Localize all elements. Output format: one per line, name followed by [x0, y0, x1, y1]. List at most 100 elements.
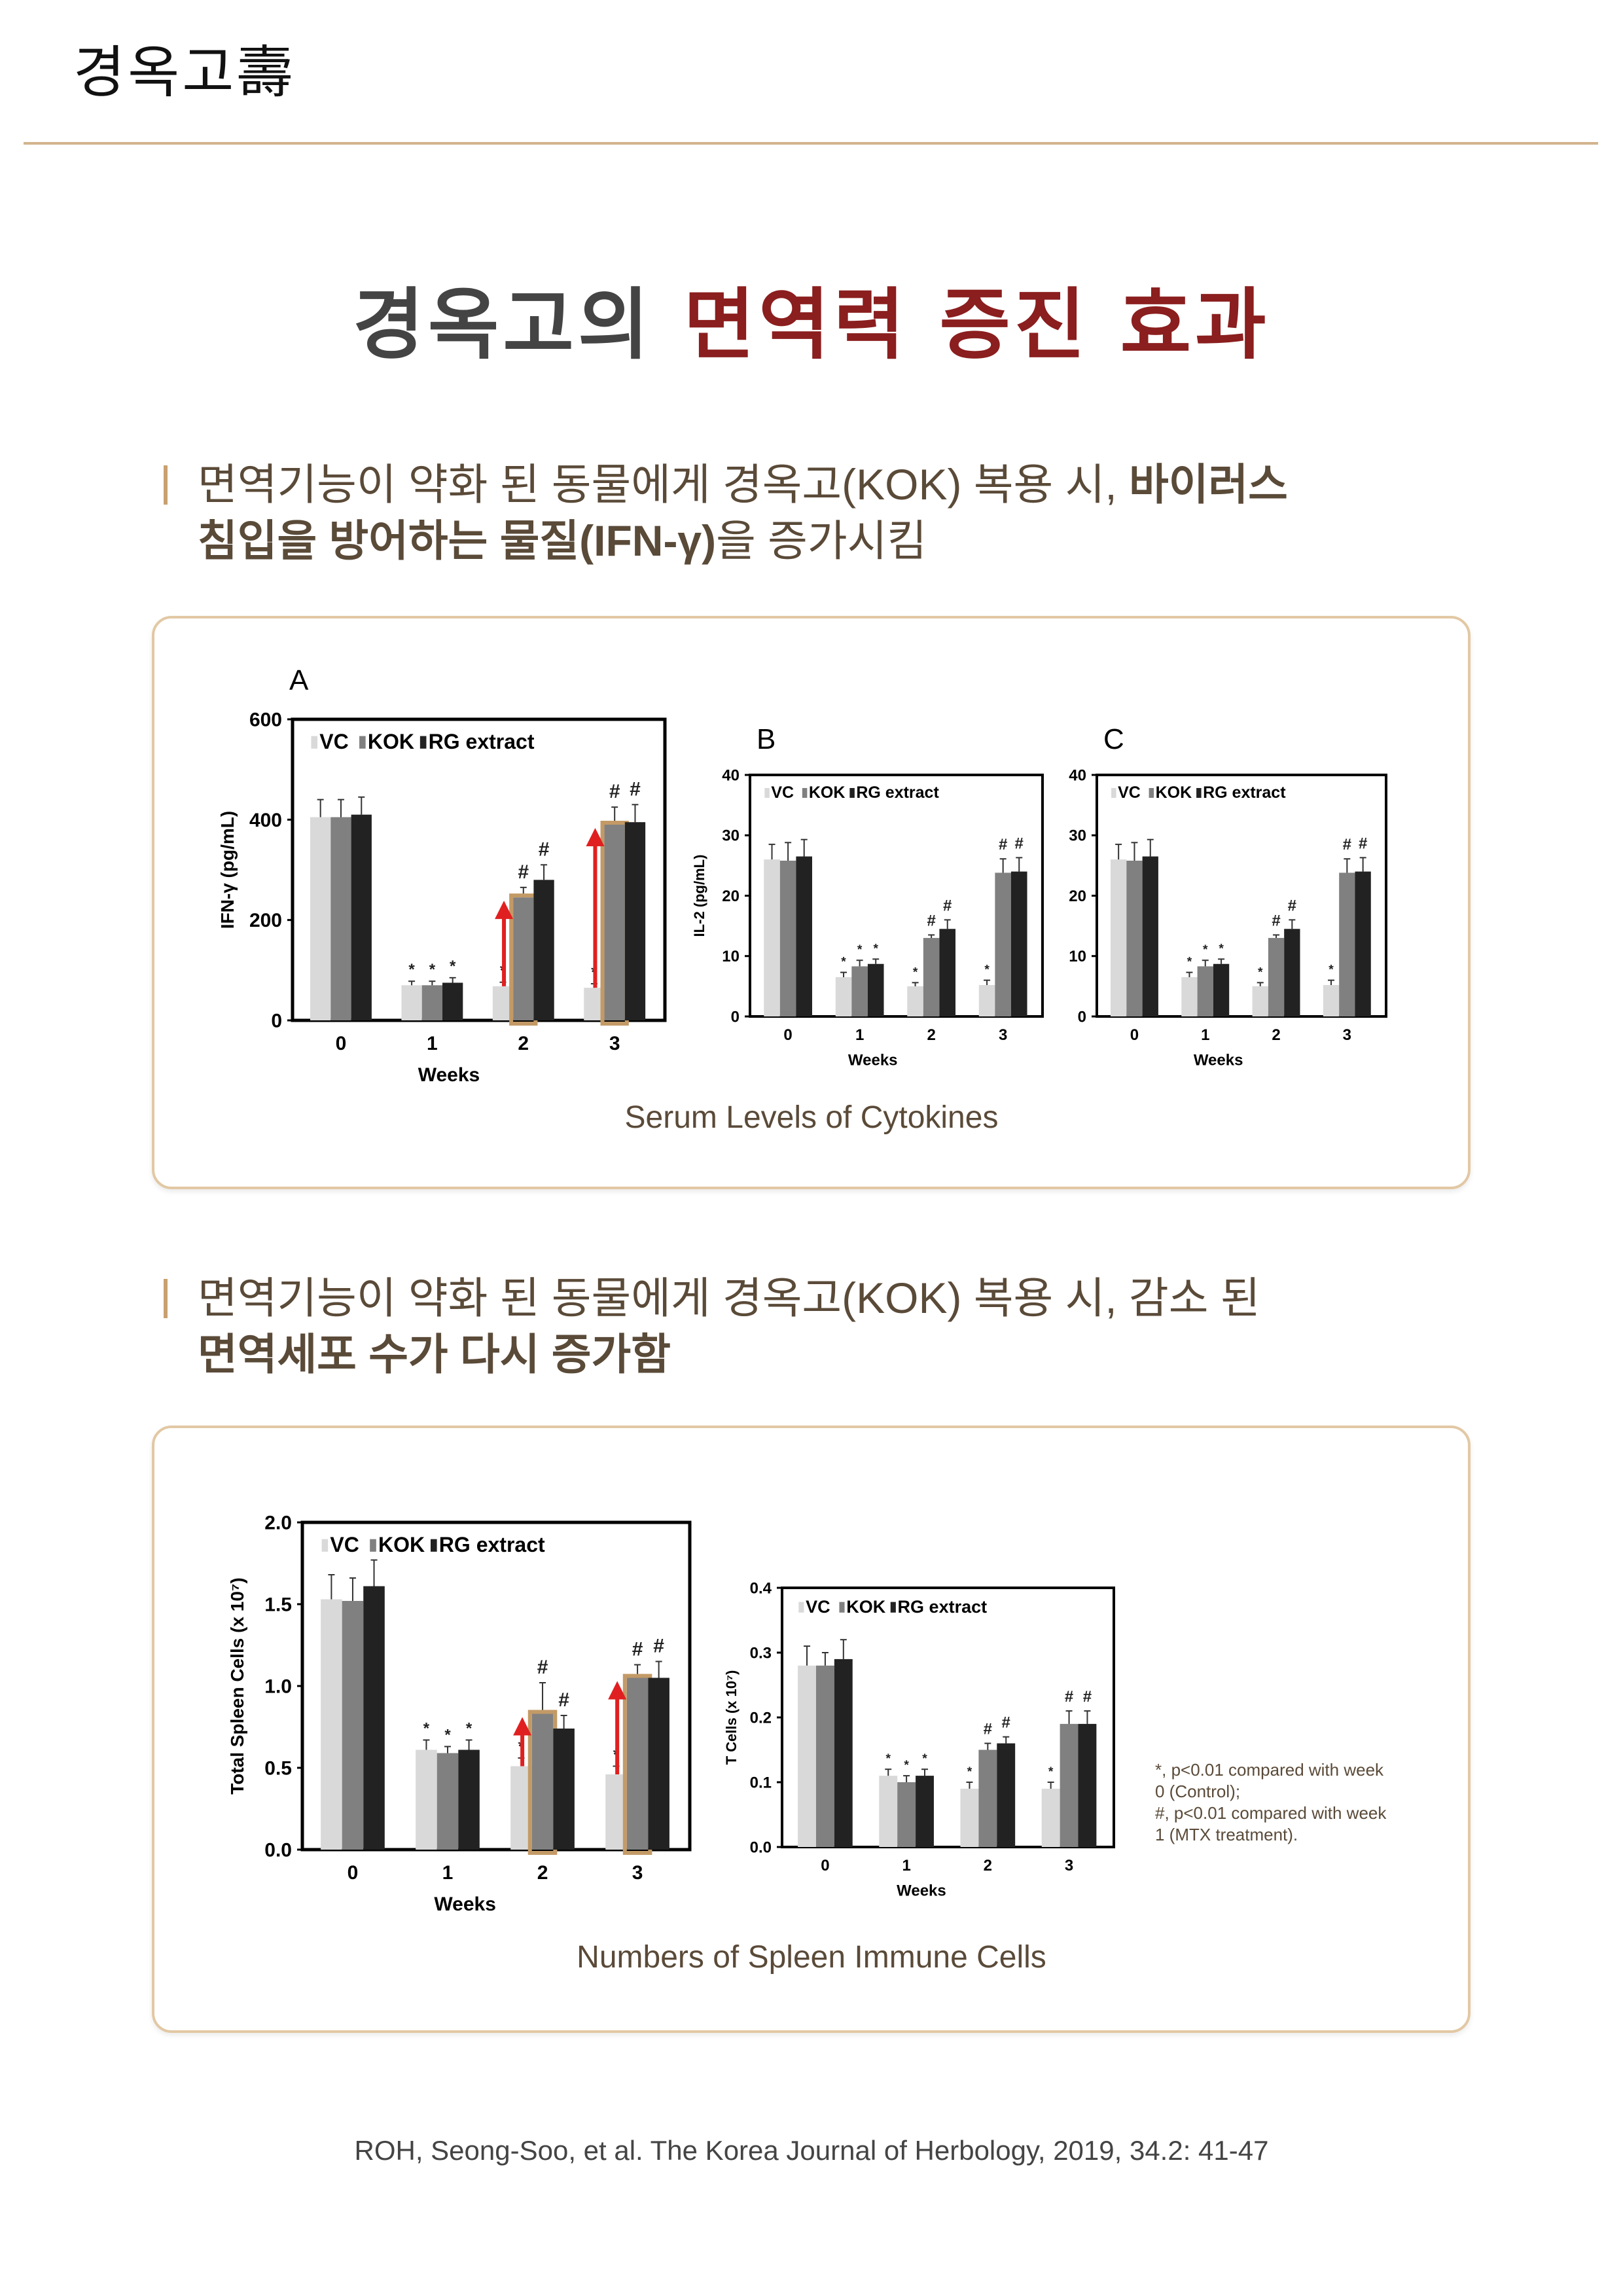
- y-axis-label: IFN-γ (pg/mL): [217, 811, 238, 929]
- significance-mark: #: [539, 838, 550, 860]
- y-axis-label: IL-2 (pg/mL): [691, 855, 707, 937]
- bar-vc: [960, 1788, 979, 1847]
- bar-kok: [779, 860, 796, 1016]
- bar-vc: [1110, 859, 1127, 1016]
- x-axis-label: Weeks: [418, 1064, 480, 1086]
- y-tick-label: 0.3: [750, 1644, 772, 1662]
- x-axis-label: Weeks: [897, 1882, 946, 1899]
- significance-mark: #: [1083, 1688, 1092, 1706]
- figure-caption: Numbers of Spleen Immune Cells: [577, 1940, 1046, 1975]
- bar-kok: [995, 872, 1011, 1016]
- significance-mark: *: [913, 965, 918, 979]
- footnote-line: #, p<0.01 compared with week: [1155, 1803, 1387, 1823]
- y-tick-label: 40: [1069, 766, 1086, 784]
- significance-mark: #: [1002, 1714, 1010, 1732]
- heading-text: 면역기능이 약화 된 동물에게 경옥고(KOK) 복용 시, 감소 된: [198, 1274, 1260, 1322]
- bar-kok: [342, 1601, 364, 1850]
- bar-vc: [321, 1599, 342, 1850]
- legend-swatch: [431, 1539, 437, 1552]
- y-tick-label: 0.4: [750, 1579, 772, 1597]
- panel-letter: B: [757, 723, 776, 755]
- bar-kok: [513, 897, 534, 1020]
- chart-3: 0.0 0.5 1.0 1.5 2.0 Total Spleen Cells (x 10⁷…: [227, 1513, 692, 1915]
- bar-rg-extract: [1355, 871, 1371, 1016]
- significance-mark: #: [558, 1689, 569, 1711]
- heading-text: 을 증가시킴: [716, 516, 927, 565]
- heading-accent-bar: [164, 465, 168, 505]
- y-tick-label: 1.5: [264, 1594, 292, 1616]
- brand-logo: 경옥고壽: [73, 40, 296, 105]
- footnote-line: 0 (Control);: [1155, 1782, 1241, 1801]
- legend-label: RG extract: [429, 730, 535, 753]
- significance-mark: #: [653, 1636, 664, 1657]
- x-tick-label: 1: [855, 1026, 864, 1044]
- bar-kok: [437, 1753, 459, 1850]
- bar-rg-extract: [533, 880, 554, 1020]
- bar-rg-extract: [351, 814, 372, 1020]
- bar-rg-extract: [648, 1677, 669, 1850]
- x-tick-label: 2: [518, 1033, 529, 1054]
- bar-vc: [978, 985, 995, 1016]
- bar-kok: [604, 825, 625, 1020]
- significance-mark: *: [1203, 943, 1208, 957]
- title-part-2: 면역력 증진 효과: [683, 279, 1270, 370]
- legend-label: KOK: [846, 1597, 886, 1617]
- bar-rg-extract: [834, 1659, 853, 1847]
- y-tick-label: 0.5: [264, 1758, 292, 1780]
- y-tick-label: 600: [249, 709, 282, 731]
- x-axis-label: Weeks: [434, 1893, 496, 1915]
- bar-vc: [416, 1749, 437, 1850]
- x-tick-label: 0: [348, 1862, 359, 1884]
- significance-mark: *: [886, 1752, 891, 1766]
- heading-accent-bar: [164, 1279, 168, 1318]
- bar-kok: [1268, 938, 1285, 1016]
- footnote-line: 1 (MTX treatment).: [1155, 1825, 1298, 1844]
- legend-swatch: [839, 1602, 845, 1613]
- significance-mark: #: [609, 781, 620, 802]
- legend-label: RG extract: [856, 783, 939, 802]
- bar-kok: [897, 1782, 916, 1847]
- y-tick-label: 0.0: [750, 1839, 772, 1856]
- legend-swatch: [1111, 788, 1116, 798]
- significance-mark: #: [1288, 897, 1296, 914]
- significance-mark: *: [1187, 956, 1192, 969]
- heading-bold-text: 바이러스: [1129, 460, 1288, 509]
- figure-caption: Serum Levels of Cytokines: [624, 1100, 999, 1135]
- y-tick-label: 0: [1078, 1008, 1086, 1026]
- bar-rg-extract: [796, 856, 812, 1016]
- bar-vc: [835, 977, 852, 1016]
- significance-mark: #: [927, 912, 935, 929]
- bar-rg-extract: [363, 1586, 385, 1850]
- legend-swatch: [849, 788, 855, 798]
- bar-kok: [1060, 1723, 1079, 1847]
- significance-mark: *: [984, 963, 990, 977]
- bar-rg-extract: [1010, 871, 1027, 1016]
- chart-4: 0.0 0.1 0.2 0.3 0.4 T Cells (x 10⁷) VC KOK RG ex…: [723, 1579, 1115, 1899]
- x-tick-label: 3: [609, 1033, 620, 1054]
- significance-mark: #: [518, 861, 529, 883]
- legend-label: VC: [1118, 783, 1141, 802]
- legend-swatch: [419, 736, 427, 749]
- legend-swatch: [798, 1602, 804, 1613]
- bar-vc: [798, 1665, 816, 1847]
- y-tick-label: 200: [249, 910, 282, 931]
- x-tick-label: 2: [927, 1026, 935, 1044]
- y-tick-label: 20: [1069, 888, 1086, 905]
- y-tick-label: 20: [722, 888, 740, 905]
- bar-rg-extract: [939, 929, 956, 1016]
- legend-label: VC: [319, 730, 348, 753]
- significance-mark: *: [429, 961, 436, 978]
- y-tick-label: 10: [722, 948, 740, 965]
- legend-label: KOK: [378, 1533, 425, 1556]
- bar-kok: [923, 938, 940, 1016]
- bar-vc: [1252, 986, 1268, 1016]
- bar-kok: [421, 985, 443, 1020]
- significance-mark: #: [1359, 834, 1367, 852]
- bar-vc: [401, 985, 422, 1020]
- y-tick-label: 40: [722, 766, 740, 784]
- y-tick-label: 0.1: [750, 1774, 772, 1791]
- x-axis-label: Weeks: [1194, 1051, 1243, 1069]
- x-tick-label: 1: [1201, 1026, 1209, 1044]
- y-tick-label: 2.0: [264, 1513, 292, 1534]
- x-tick-label: 3: [1343, 1026, 1351, 1044]
